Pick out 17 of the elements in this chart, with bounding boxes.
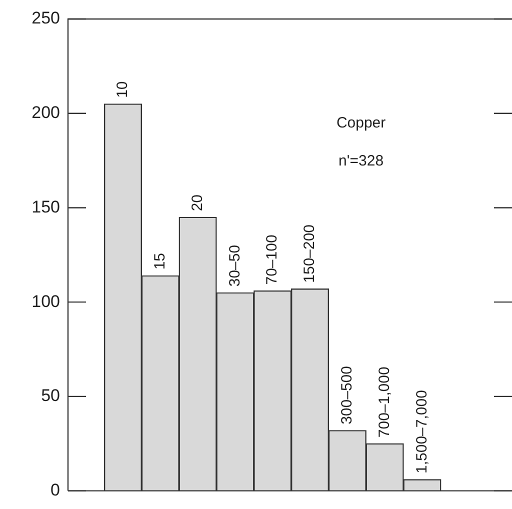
x-tick-label: 15 — [152, 252, 169, 270]
x-tick-label: 10 — [114, 81, 132, 98]
x-tick-label: 20 — [188, 194, 206, 212]
x-tick-label: 700–1,000 — [376, 366, 393, 438]
annotation: Copper — [336, 114, 386, 132]
x-tick-label: 70–100 — [264, 234, 281, 285]
x-tick-label: 150–200 — [301, 224, 318, 283]
y-tick-label: 50 — [41, 386, 60, 406]
y-tick-label: 150 — [32, 197, 60, 216]
y-tick-label: 200 — [32, 103, 60, 122]
annotation: n'=328 — [338, 152, 384, 170]
x-tick-label: 300–500 — [338, 366, 356, 424]
y-tick-label: 250 — [32, 8, 60, 28]
x-tick-label: 1,500–7,000 — [413, 390, 430, 474]
y-tick-label: 0 — [50, 480, 60, 500]
x-tick-label: 30–50 — [226, 244, 244, 287]
y-tick-label: 100 — [32, 292, 60, 311]
